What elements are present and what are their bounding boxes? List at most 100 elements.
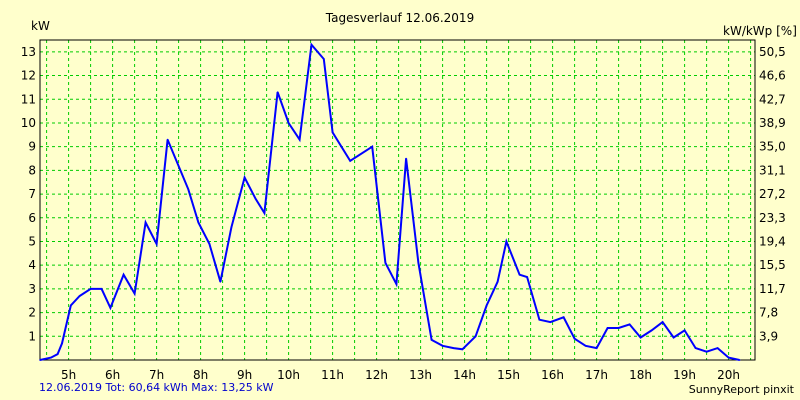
data-point [263,212,266,214]
data-point [287,122,290,124]
data-point [518,273,521,276]
y-tick-right: 38,9 [759,116,786,130]
data-point [310,43,313,46]
data-point [562,316,565,319]
data-point [276,91,279,93]
data-point [683,329,686,332]
chart-title: Tagesverlauf 12.06.2019 [325,11,474,25]
x-tick: 5h [61,368,76,382]
data-point [452,347,455,349]
data-point [628,323,631,326]
x-tick: 7h [149,368,164,382]
left-axis-label: kW [31,19,50,33]
x-tick: 14h [453,368,476,382]
data-point [144,221,147,224]
data-point [474,335,477,338]
data-point [187,188,190,191]
data-point [39,359,41,361]
data-point [727,356,730,359]
y-tick-right: 3,9 [759,329,778,343]
y-tick-right: 15,5 [759,258,786,272]
data-point [109,307,112,309]
x-tick: 15h [497,368,520,382]
tick-labels: 1 3,9 2 7,8 3 11,7 4 15,5 5 19,4 6 23,3 7 27,2 8 31,1 9 3… [21,45,786,382]
y-tick-left: 7 [28,187,36,201]
y-tick-right: 19,4 [759,234,786,248]
plot-frame [39,39,756,361]
y-tick-left: 13 [21,45,36,59]
data-point [485,304,488,307]
x-tick: 19h [673,368,696,382]
x-tick: 13h [409,368,432,382]
footer-brand: SunnyReport pinxit [688,383,794,396]
data-point [70,304,72,307]
y-tick-left: 6 [28,211,36,225]
data-point [78,295,81,297]
data-point [254,198,257,200]
data-point [133,292,136,295]
y-tick-right: 23,3 [759,211,786,225]
data-point [573,337,576,340]
y-tick-left: 10 [21,116,36,130]
x-tick: 17h [585,368,608,382]
data-point [738,359,741,361]
data-point [661,321,664,323]
data-point [371,145,374,148]
y-tick-left: 2 [28,306,36,320]
data-point [496,280,499,283]
x-tick: 16h [541,368,564,382]
x-tick: 10h [277,368,300,382]
data-point [526,276,528,278]
data-point [56,353,59,355]
y-tick-left: 3 [28,282,36,296]
data-point [584,344,587,347]
data-point [155,243,158,245]
y-tick-left: 1 [28,329,36,343]
y-tick-right: 35,0 [759,140,786,154]
data-point [672,336,675,339]
data-point [461,348,464,351]
y-tick-right: 50,5 [759,45,786,59]
y-tick-left: 11 [21,92,36,106]
y-tick-right: 7,8 [759,306,778,320]
data-point [298,138,301,141]
data-point [639,336,642,339]
data-point [395,283,398,285]
data-point [61,342,63,345]
data-point [331,131,334,134]
data-point [197,221,200,224]
data-point [100,288,103,290]
data-point [694,347,697,349]
x-tick: 20h [717,368,740,382]
data-point [219,280,222,283]
data-point [243,176,246,179]
y-tick-right: 31,1 [759,163,786,177]
footer-summary: 12.06.2019 Tot: 60,64 kWh Max: 13,25 kW [39,381,274,394]
data-point [538,318,541,321]
data-point [505,240,508,243]
data-point [716,347,719,349]
data-point [650,329,653,332]
y-tick-right: 46,6 [759,69,786,83]
data-point [430,339,433,341]
x-tick: 18h [629,368,652,382]
y-tick-right: 42,7 [759,92,786,106]
x-tick: 8h [193,368,208,382]
right-axis-label: kW/kWp [%] [723,24,797,38]
data-point [230,226,233,229]
data-point [323,58,325,60]
x-tick: 6h [105,368,120,382]
data-point [417,262,420,264]
data-point [606,327,609,329]
data-point [705,350,708,353]
y-tick-left: 12 [21,69,36,83]
data-point [595,347,598,349]
data-point [166,138,169,141]
data-point [384,262,387,264]
y-tick-left: 4 [28,258,36,272]
y-tick-left: 8 [28,163,36,177]
data-point [50,356,52,359]
data-point [208,243,211,245]
